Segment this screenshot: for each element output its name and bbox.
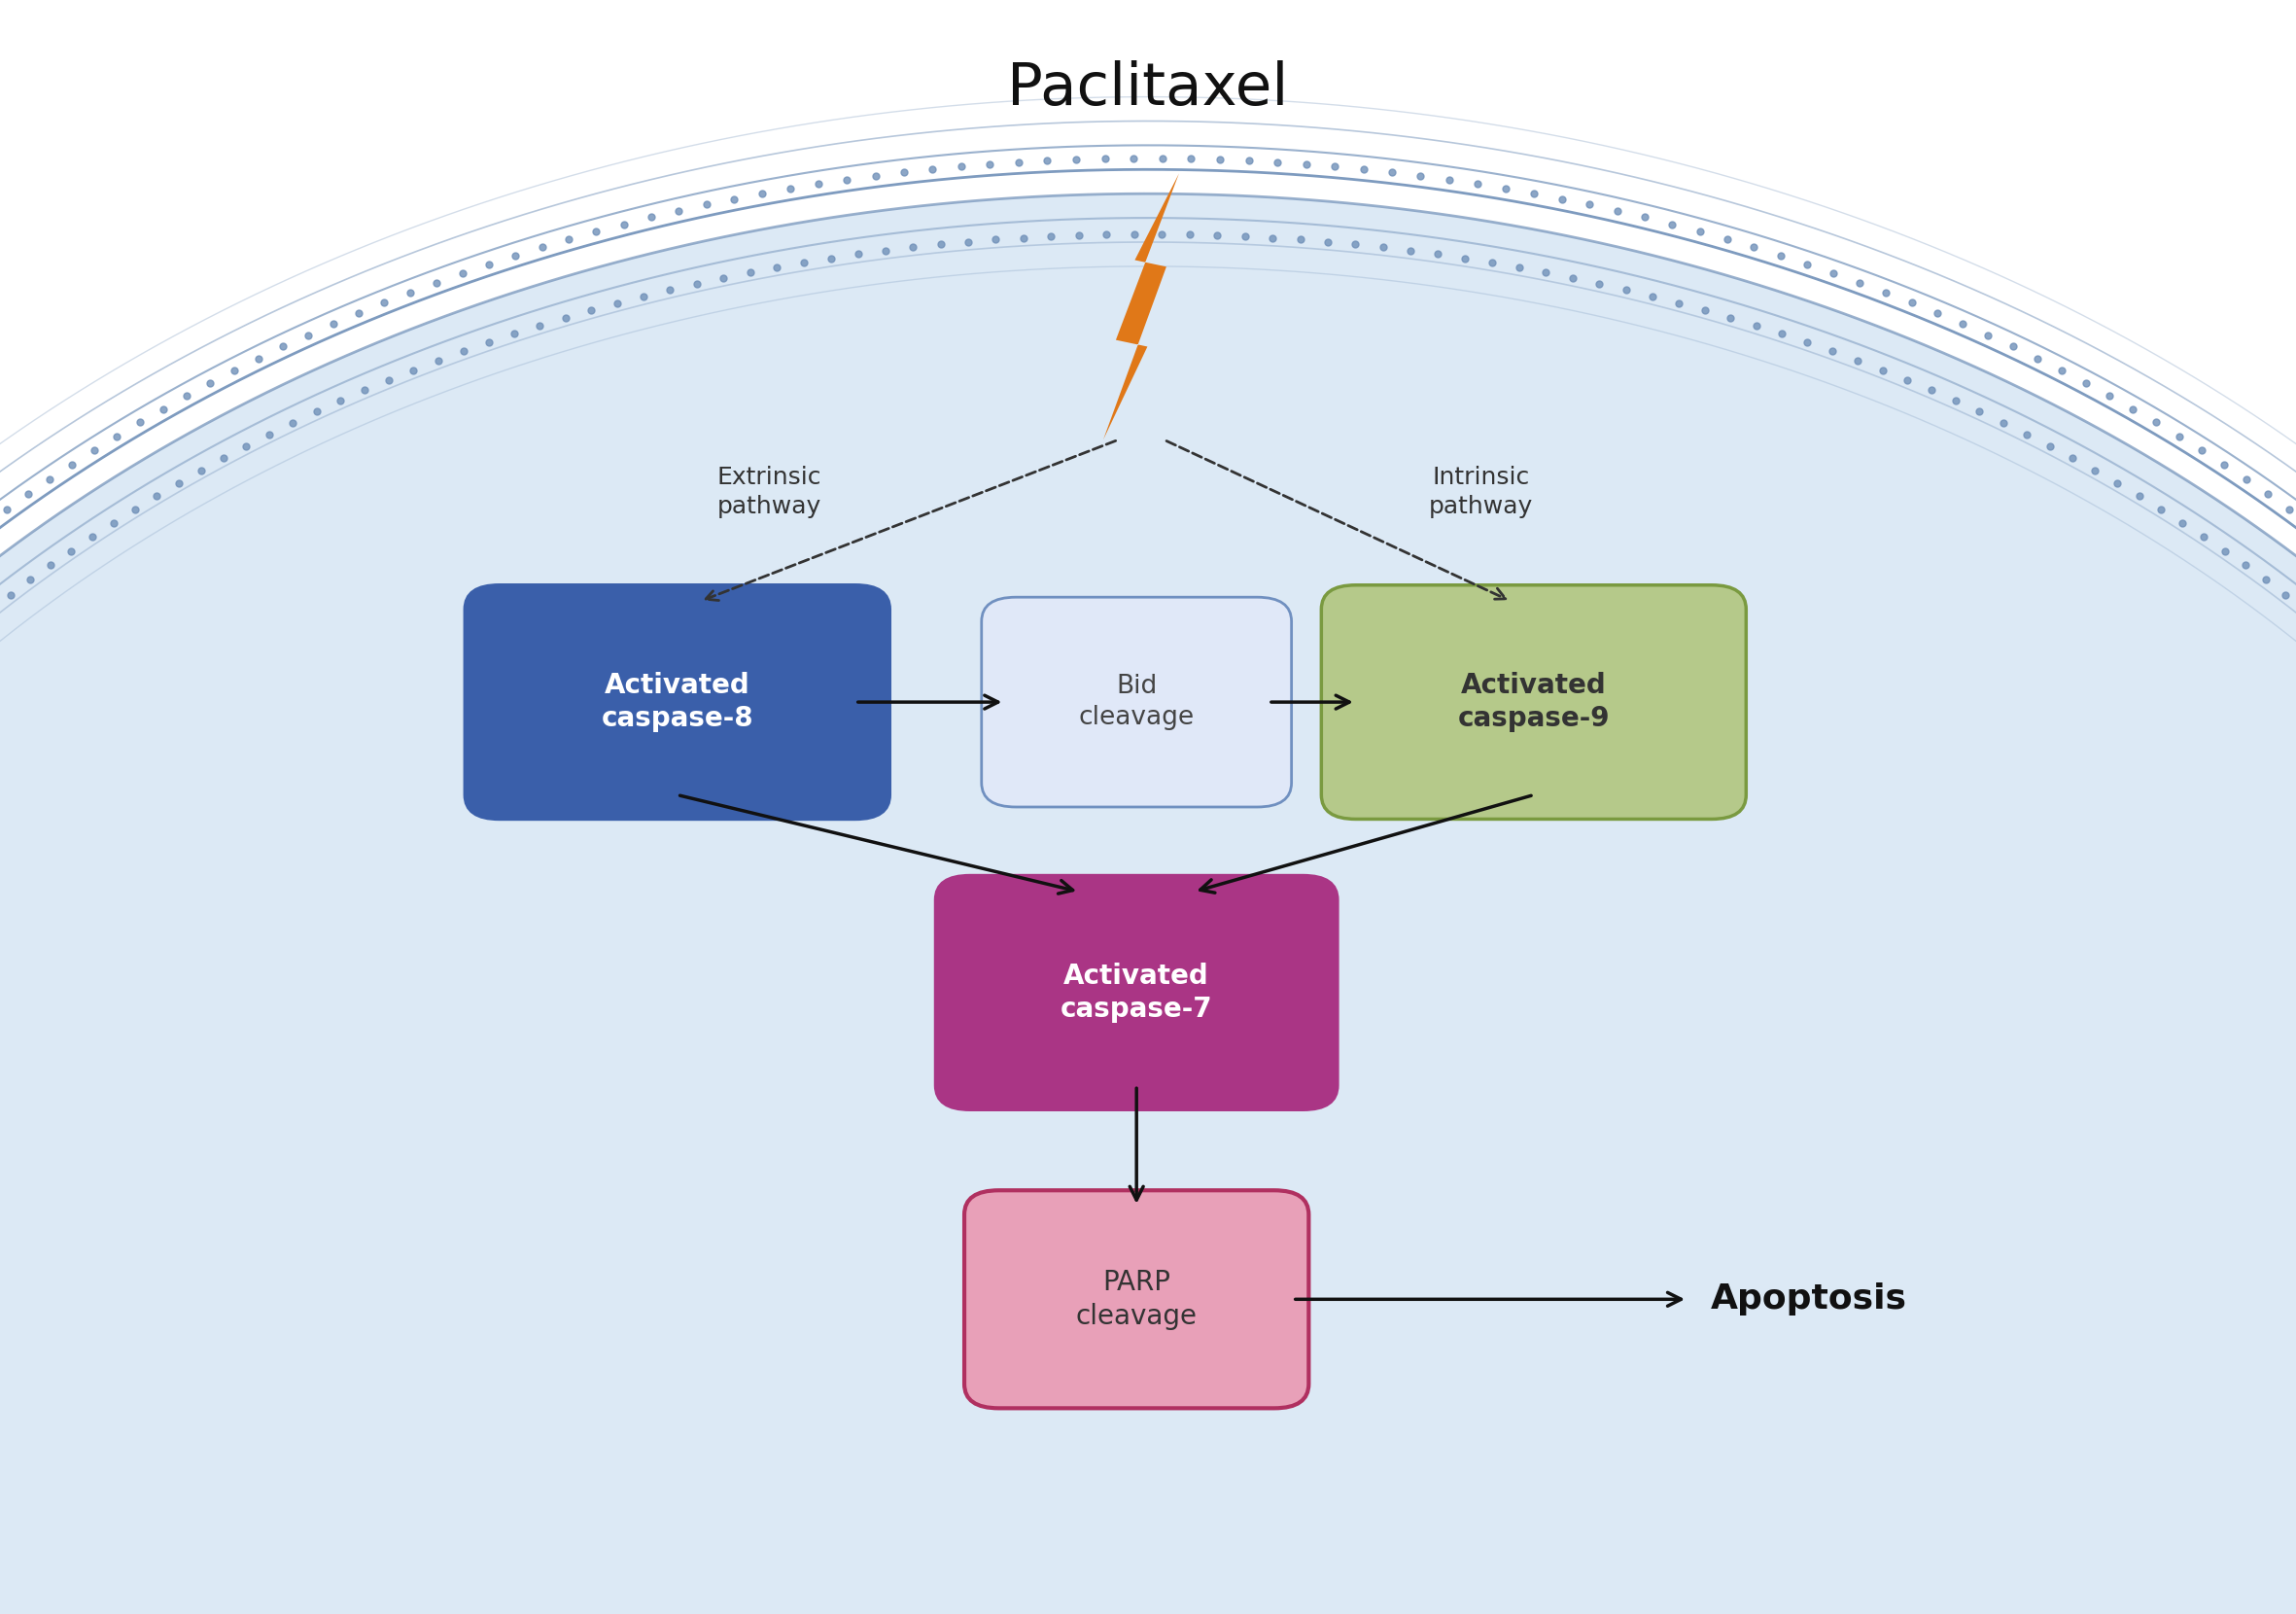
Text: Activated
caspase-8: Activated caspase-8 xyxy=(602,671,753,733)
Text: PARP
cleavage: PARP cleavage xyxy=(1077,1269,1196,1330)
Text: Intrinsic
pathway: Intrinsic pathway xyxy=(1428,466,1534,518)
Text: Activated
caspase-9: Activated caspase-9 xyxy=(1458,671,1609,733)
Text: Extrinsic
pathway: Extrinsic pathway xyxy=(716,466,822,518)
FancyBboxPatch shape xyxy=(1322,586,1745,820)
Text: Activated
caspase-7: Activated caspase-7 xyxy=(1061,962,1212,1023)
FancyBboxPatch shape xyxy=(464,586,889,820)
Polygon shape xyxy=(1102,173,1180,439)
FancyBboxPatch shape xyxy=(983,597,1290,807)
Text: Paclitaxel: Paclitaxel xyxy=(1008,60,1288,118)
Text: Bid
cleavage: Bid cleavage xyxy=(1079,675,1194,730)
FancyBboxPatch shape xyxy=(937,875,1336,1110)
Text: Apoptosis: Apoptosis xyxy=(1711,1283,1908,1315)
Ellipse shape xyxy=(0,194,2296,1614)
FancyBboxPatch shape xyxy=(964,1191,1309,1407)
